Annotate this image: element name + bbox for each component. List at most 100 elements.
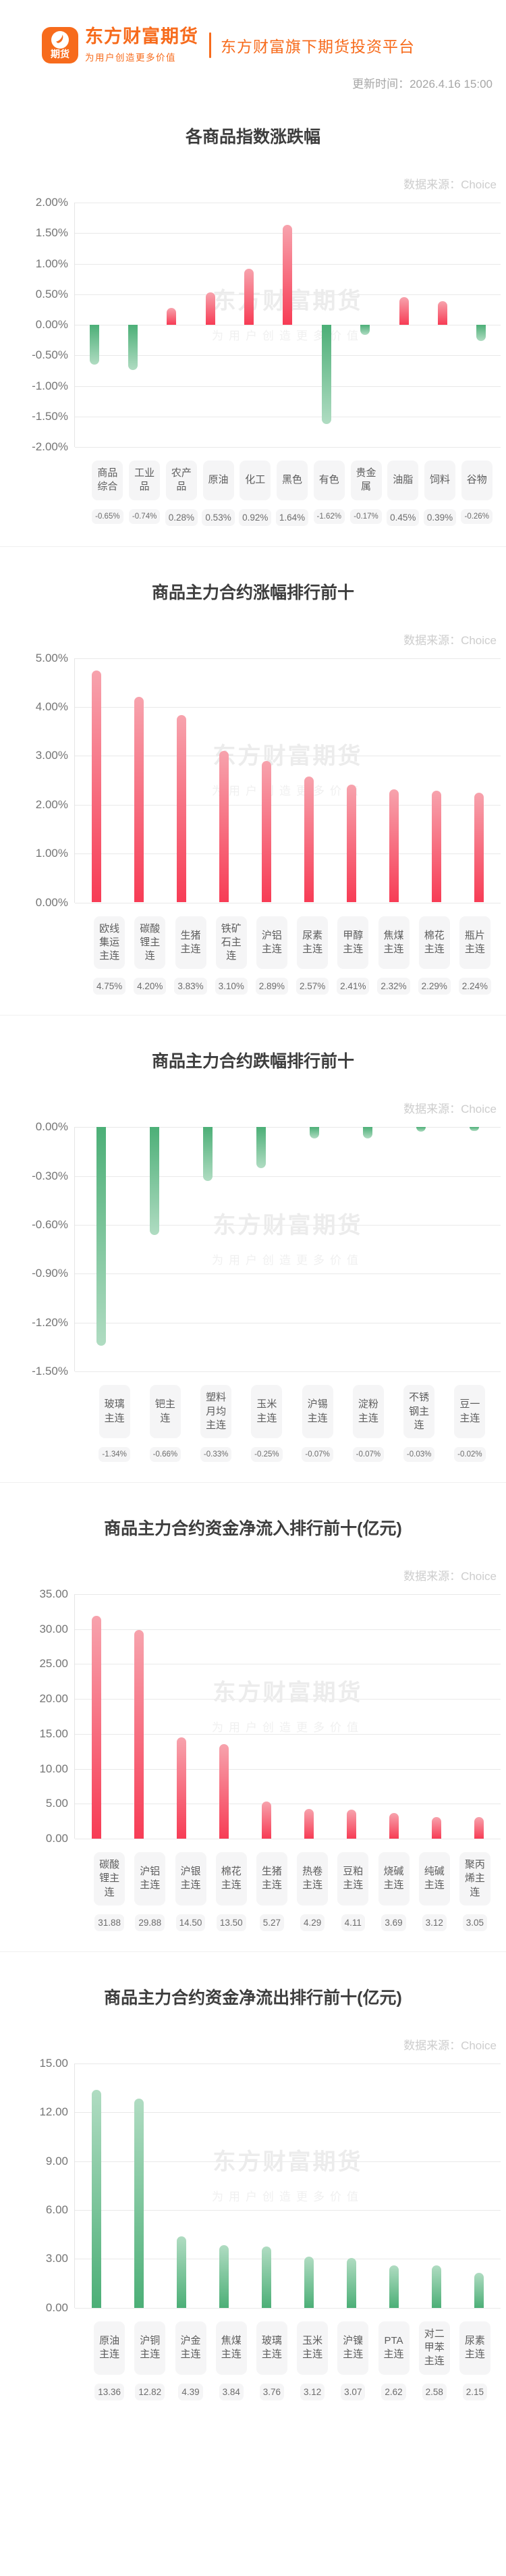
bar — [474, 1817, 484, 1839]
value-label: 4.29 — [300, 1914, 325, 1931]
category-cell: 碳酸锂主连 — [89, 1852, 130, 1905]
gridline — [75, 386, 501, 387]
value-cell: -0.74% — [126, 508, 163, 526]
category-cell: 聚丙烯主连 — [455, 1852, 495, 1905]
gridline — [75, 1594, 501, 1595]
plot-area: 5.00% 4.00% 3.00% 2.00% 1.00% 0.00% 东方财富期货 为用户创… — [36, 652, 501, 909]
bar — [167, 307, 177, 325]
y-axis-tick: 5.00% — [35, 651, 68, 664]
category-cell: 欧线集运主连 — [89, 916, 130, 970]
brand-text-block: 东方财富期货 为用户创造更多价值 — [85, 26, 198, 63]
bar — [176, 1737, 186, 1839]
value-cell: 2.24% — [455, 978, 495, 995]
category-label: 玉米主连 — [297, 2321, 329, 2375]
category-cell: 棉花主连 — [211, 1852, 252, 1905]
gridline — [75, 447, 501, 448]
chart-plot-wrap: 5.00% 4.00% 3.00% 2.00% 1.00% 0.00% 东方财富期货 为用户创… — [15, 652, 501, 995]
plot-area: 0.00% -0.30% -0.60% -0.90% -1.20% -1.50% 东方财富期… — [32, 1120, 501, 1377]
gridline — [75, 1371, 501, 1373]
category-cell: 沪镍主连 — [333, 2321, 373, 2375]
category-label: 铁矿石主连 — [215, 916, 247, 970]
bar-slot — [416, 2064, 458, 2308]
category-cell: 豆一主连 — [445, 1385, 495, 1438]
value-cell: 3.84 — [211, 2383, 252, 2400]
value-label: -0.07% — [352, 1447, 385, 1462]
plot-area: 35.00 30.00 25.00 20.00 15.00 10.00 5.00 0.00 东方… — [39, 1587, 501, 1845]
category-cell: 油脂 — [385, 461, 422, 500]
category-cell: 生猪主连 — [170, 916, 210, 970]
bar — [134, 2099, 144, 2308]
bar-slot — [152, 203, 191, 447]
bar — [437, 300, 447, 325]
category-row: 原油主连 沪铜主连 沪金主连 焦煤主连 玻璃主连 玉米主连 沪镍主连 PTA主连 对二甲苯主连尿… — [89, 2321, 495, 2375]
bar-slot — [235, 1127, 288, 1371]
y-axis-tick: 25.00 — [39, 1657, 68, 1671]
category-cell: PTA主连 — [373, 2321, 414, 2375]
value-label: 2.32% — [377, 978, 410, 995]
brand-name: 东方财富期货 — [85, 26, 198, 47]
value-cell: 4.39 — [170, 2383, 210, 2400]
bar — [474, 793, 484, 903]
bars-row — [75, 2064, 501, 2308]
value-label: 3.83% — [174, 978, 207, 995]
category-label: 豆一主连 — [454, 1385, 486, 1438]
category-label: 尿素主连 — [459, 2321, 490, 2375]
category-cell: 原油主连 — [89, 2321, 130, 2375]
gridline — [75, 2161, 501, 2162]
bar-slot — [75, 1594, 117, 1839]
value-cell: -0.17% — [347, 508, 385, 526]
value-label: 3.07 — [341, 2383, 366, 2400]
bar-slot — [160, 2064, 202, 2308]
value-cell: -0.33% — [191, 1447, 242, 1462]
bar-slot — [394, 1127, 447, 1371]
category-label: 纯碱主连 — [418, 1852, 450, 1905]
bar — [432, 790, 442, 903]
value-label: 31.88 — [94, 1914, 124, 1931]
bar — [256, 1127, 266, 1168]
value-label: -1.34% — [99, 1447, 130, 1462]
category-cell: 甲醇主连 — [333, 916, 373, 970]
value-label: 2.29% — [418, 978, 451, 995]
y-axis-tick: -0.90% — [32, 1267, 68, 1280]
category-cell: 热卷主连 — [292, 1852, 333, 1905]
bars-row — [75, 1127, 501, 1371]
category-label: 贵金属 — [350, 461, 382, 500]
value-label: 2.15 — [462, 2383, 488, 2400]
category-cell: 工业品 — [126, 461, 163, 500]
y-axis-tick: 0.00% — [35, 895, 68, 909]
category-cell: 黑色 — [274, 461, 311, 500]
y-axis-tick: -1.00% — [32, 379, 68, 392]
value-label: 4.75% — [92, 978, 126, 995]
bar-slot — [113, 203, 152, 447]
bar — [304, 2257, 314, 2308]
category-cell: 淀粉主连 — [343, 1385, 393, 1438]
category-label: 欧线集运主连 — [94, 916, 125, 970]
category-label: 沪银主连 — [175, 1852, 206, 1905]
value-label: 0.28% — [165, 508, 198, 526]
category-label: 有色 — [313, 461, 345, 500]
value-cell: 2.58 — [414, 2383, 455, 2400]
gridline — [75, 1127, 501, 1128]
bar — [321, 325, 331, 424]
gridline — [75, 1699, 501, 1700]
bar-slot — [191, 203, 229, 447]
bar — [347, 785, 357, 903]
chart-title: 各商品指数涨跌幅 — [185, 128, 320, 147]
category-label: 沪镍主连 — [337, 2321, 369, 2375]
plot-area: 15.00 12.00 9.00 6.00 3.00 0.00 东方财富期货 为用户创造更多价… — [39, 2057, 501, 2314]
value-cell: -0.07% — [292, 1447, 343, 1462]
category-cell: 不锈钢主连 — [394, 1385, 445, 1438]
y-axis-tick: 4.00% — [35, 700, 68, 713]
category-cell: 谷物 — [458, 461, 495, 500]
gridline — [75, 2209, 501, 2211]
y-axis-tick: 0.00 — [45, 2301, 68, 2314]
value-label: 2.24% — [458, 978, 492, 995]
value-label: -0.25% — [251, 1447, 283, 1462]
category-cell: 对二甲苯主连 — [414, 2321, 455, 2375]
value-label: 4.39 — [178, 2383, 203, 2400]
bar-slot — [245, 1594, 287, 1839]
brand-divider — [209, 32, 211, 58]
chart-section-3: 商品主力合约跌幅排行前十 数据来源：Choice 0.00% -0.30% -0.60%… — [0, 1015, 506, 1482]
value-cell: -0.03% — [394, 1447, 445, 1462]
bar-slot — [75, 2064, 117, 2308]
